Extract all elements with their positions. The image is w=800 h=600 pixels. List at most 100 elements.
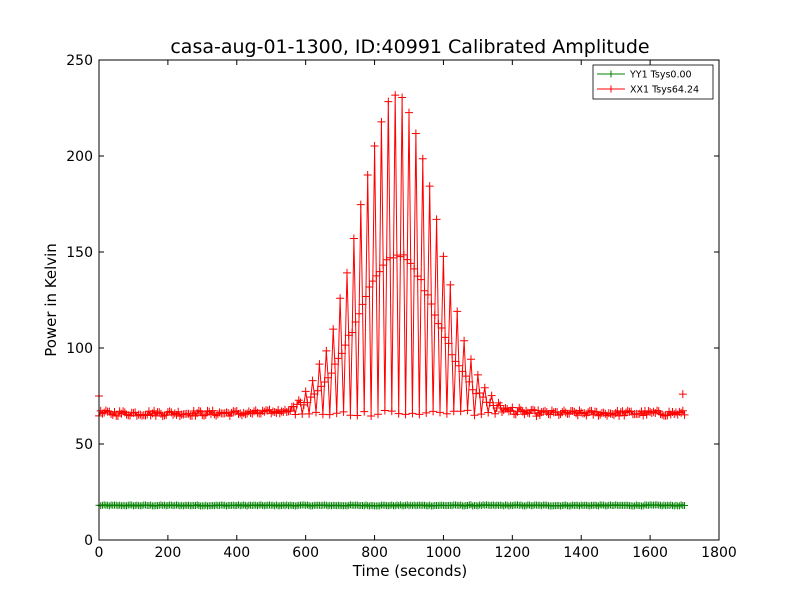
data-point	[594, 502, 602, 510]
data-point	[379, 261, 388, 270]
data-point	[463, 406, 472, 415]
data-point	[406, 259, 415, 268]
x-tick-label: 800	[361, 545, 388, 561]
data-point	[193, 501, 201, 509]
data-point	[394, 409, 403, 418]
data-point	[348, 328, 357, 337]
data-point	[472, 389, 481, 398]
data-point	[456, 407, 465, 416]
data-point	[372, 271, 381, 280]
data-point	[367, 412, 376, 421]
data-point	[448, 350, 457, 359]
data-point	[678, 390, 687, 399]
data-point	[677, 501, 685, 509]
data-point	[151, 411, 160, 420]
data-point	[282, 408, 291, 417]
data-point	[439, 252, 448, 261]
data-point	[227, 408, 236, 417]
data-point	[341, 341, 350, 350]
data-point	[291, 410, 300, 419]
data-point	[430, 311, 439, 320]
data-point	[454, 361, 463, 370]
data-point	[250, 407, 258, 416]
data-point	[270, 408, 279, 417]
data-point	[465, 377, 474, 386]
data-point	[308, 376, 317, 385]
data-point	[470, 411, 479, 420]
y-tick-label: 0	[84, 533, 93, 549]
data-point	[506, 406, 515, 415]
data-point	[623, 406, 632, 415]
series-xx1	[95, 91, 689, 421]
data-point	[343, 268, 351, 277]
data-point	[274, 405, 283, 414]
plot-area	[95, 91, 689, 510]
data-point	[427, 299, 436, 308]
data-point	[417, 275, 426, 284]
data-point	[239, 408, 248, 417]
data-point	[434, 319, 443, 328]
data-point	[234, 410, 243, 419]
x-axis-label: Time (seconds)	[352, 562, 468, 580]
data-point	[368, 277, 377, 286]
data-point	[479, 393, 488, 402]
x-tick-label: 400	[223, 545, 250, 561]
data-point	[529, 405, 537, 414]
data-point	[401, 410, 410, 419]
data-point	[681, 502, 689, 510]
data-point	[639, 502, 647, 510]
data-point	[325, 410, 334, 419]
data-point	[487, 391, 496, 400]
data-point	[525, 409, 534, 418]
data-point	[194, 406, 203, 415]
data-point	[508, 502, 516, 510]
data-point	[411, 129, 420, 138]
data-point	[577, 408, 586, 417]
data-point	[360, 407, 369, 416]
data-point	[201, 410, 210, 419]
data-point	[268, 407, 277, 416]
data-point	[384, 97, 393, 106]
data-point	[467, 355, 475, 364]
data-point	[410, 264, 419, 273]
data-point	[441, 333, 450, 342]
legend-label: XX1 Tsys64.24	[630, 85, 699, 96]
data-point	[468, 385, 477, 394]
data-point	[337, 349, 346, 358]
data-point	[675, 407, 684, 416]
data-point	[658, 410, 667, 419]
data-point	[312, 408, 320, 417]
data-point	[324, 373, 333, 382]
data-point	[461, 372, 470, 381]
data-point	[275, 409, 284, 418]
data-point	[320, 377, 329, 386]
data-point	[143, 410, 152, 419]
data-point	[100, 408, 109, 417]
data-point	[322, 346, 331, 355]
data-point	[358, 300, 367, 309]
data-point	[155, 408, 164, 417]
data-point	[457, 501, 465, 509]
x-tick-label: 200	[155, 545, 182, 561]
x-tick-label: 1800	[701, 545, 737, 561]
data-point	[422, 408, 431, 417]
data-point	[330, 360, 339, 369]
data-point	[365, 282, 374, 291]
data-point	[107, 409, 116, 418]
data-point	[496, 401, 505, 410]
series-xx1-line	[98, 95, 686, 418]
data-point	[332, 409, 341, 418]
x-tick-label: 600	[292, 545, 319, 561]
data-point	[353, 411, 362, 420]
data-point	[453, 307, 462, 316]
data-point	[532, 412, 541, 421]
data-point	[158, 412, 167, 421]
data-point	[580, 409, 589, 418]
data-point	[175, 412, 184, 421]
y-tick-label: 50	[75, 437, 93, 453]
y-tick-label: 250	[66, 53, 93, 69]
data-point	[315, 360, 324, 369]
x-tick-label: 1200	[495, 545, 531, 561]
data-point	[277, 407, 286, 416]
data-point	[281, 405, 289, 414]
